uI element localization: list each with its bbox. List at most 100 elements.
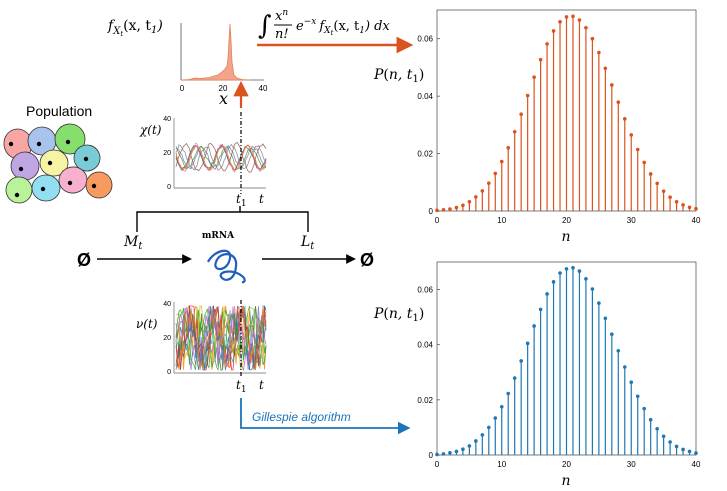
nu-t1-label: t1 (236, 378, 247, 395)
cell (5, 176, 33, 204)
stem-marker (597, 301, 601, 305)
chi-ytick-0: 0 (167, 184, 171, 191)
mrna-label: mRNA (202, 231, 235, 241)
stem-marker (435, 452, 439, 457)
stem-marker (506, 391, 511, 396)
stem-marker (603, 66, 608, 71)
stem-marker (474, 195, 478, 199)
birth-rate: Mt (123, 234, 143, 252)
stem-marker (545, 42, 549, 46)
hist-ylabel: fXt(x, t1) (107, 18, 163, 38)
stem-marker (558, 271, 562, 275)
formula-denominator: n! (275, 27, 289, 42)
stem-marker (668, 440, 672, 444)
stem-marker (661, 189, 666, 193)
y-tick-label: 0.04 (417, 92, 433, 101)
y-tick-label: 0.04 (417, 341, 433, 350)
stem-marker (648, 417, 653, 422)
nu-label: ν(t) (136, 317, 158, 331)
stem-marker (487, 425, 491, 430)
stem-marker (687, 205, 692, 210)
y-tick-label: 0.06 (417, 35, 433, 44)
integral-formula: ∫ xn n! e−x fXt(x, t1) dx (258, 8, 390, 42)
stem-marker (564, 15, 569, 19)
stem-marker (571, 265, 575, 270)
chi-ytick-20: 20 (163, 150, 171, 157)
hist-xlabel: x (219, 89, 228, 108)
stem-marker (616, 100, 621, 104)
stem-marker (480, 433, 485, 437)
top-ylabel: P(n, t1) (373, 67, 424, 85)
stem-marker (551, 280, 556, 284)
analytic-stem-chart: P(n, t1) n 0 10 20 30 40 0 0.02 0.04 0.06 (373, 9, 701, 245)
stem-marker (480, 189, 485, 193)
stem-marker (655, 427, 659, 431)
stem-marker (584, 277, 588, 281)
stem-marker (435, 208, 439, 213)
cell-nucleus (47, 160, 53, 166)
x-tick-label: 40 (692, 216, 701, 225)
cell (54, 123, 86, 155)
death-rate: Lt (300, 234, 315, 252)
trace-line (175, 145, 267, 170)
stem-marker (655, 181, 659, 186)
formula-numerator: xn (275, 8, 288, 24)
x-tick-label: 30 (627, 216, 636, 225)
null-left: Ø (77, 250, 91, 270)
y-tick-label: 0 (429, 207, 434, 216)
stem-marker (441, 208, 446, 212)
cell-cluster (3, 123, 113, 204)
stem-marker (687, 449, 692, 454)
bottom-ylabel: P(n, t1) (373, 306, 424, 324)
trace-line (175, 305, 267, 371)
top-xlabel: n (561, 229, 570, 245)
stem-marker (694, 451, 698, 455)
nu-traces (175, 304, 267, 372)
chi-label: χ(t) (139, 123, 162, 137)
stem-marker (629, 380, 634, 385)
cell (39, 149, 69, 177)
hist-xtick-20: 20 (219, 84, 228, 93)
nu-ytick-20: 20 (163, 335, 171, 342)
stem-marker (493, 416, 498, 420)
stem-marker (551, 29, 556, 33)
formula-integral: ∫ (258, 11, 272, 41)
stem-marker (519, 112, 523, 117)
stem-marker (642, 160, 646, 165)
cell (31, 174, 61, 202)
x-tick-label: 0 (435, 460, 440, 469)
cell-nucleus (14, 192, 20, 198)
hist-xtick-40: 40 (259, 84, 268, 93)
stem-marker (532, 324, 536, 328)
stem-marker (448, 450, 452, 455)
cell (85, 171, 113, 199)
stem-marker (532, 75, 536, 79)
stem-marker (642, 406, 646, 411)
stem-marker (454, 449, 459, 454)
stem-marker (448, 207, 452, 211)
cell-nucleus (83, 156, 89, 162)
trace-line (175, 145, 267, 171)
gillespie-arrow (240, 398, 411, 435)
stem-marker (661, 434, 666, 439)
stem-marker (635, 394, 640, 399)
stem-marker (622, 117, 627, 121)
bracket (136, 211, 309, 232)
stem-marker (538, 307, 543, 312)
trace-line (175, 305, 267, 371)
stem-marker (577, 18, 582, 22)
hist-xtick-0: 0 (180, 84, 185, 93)
nu-ytick-40: 40 (163, 301, 171, 308)
reaction-scheme: Ø Mt mRNA Lt Ø (77, 206, 374, 284)
stem-marker (467, 200, 472, 204)
stem-marker (525, 341, 530, 346)
stem-marker (474, 439, 478, 443)
chi-ytick-40: 40 (163, 116, 171, 123)
bottom-xlabel: n (561, 473, 570, 489)
chi-t-label: t (259, 192, 264, 206)
stem-marker (668, 195, 672, 200)
stem-marker (454, 205, 459, 210)
hist-distribution (180, 23, 251, 81)
x-tick-label: 10 (497, 460, 506, 469)
stem-marker (499, 404, 504, 409)
